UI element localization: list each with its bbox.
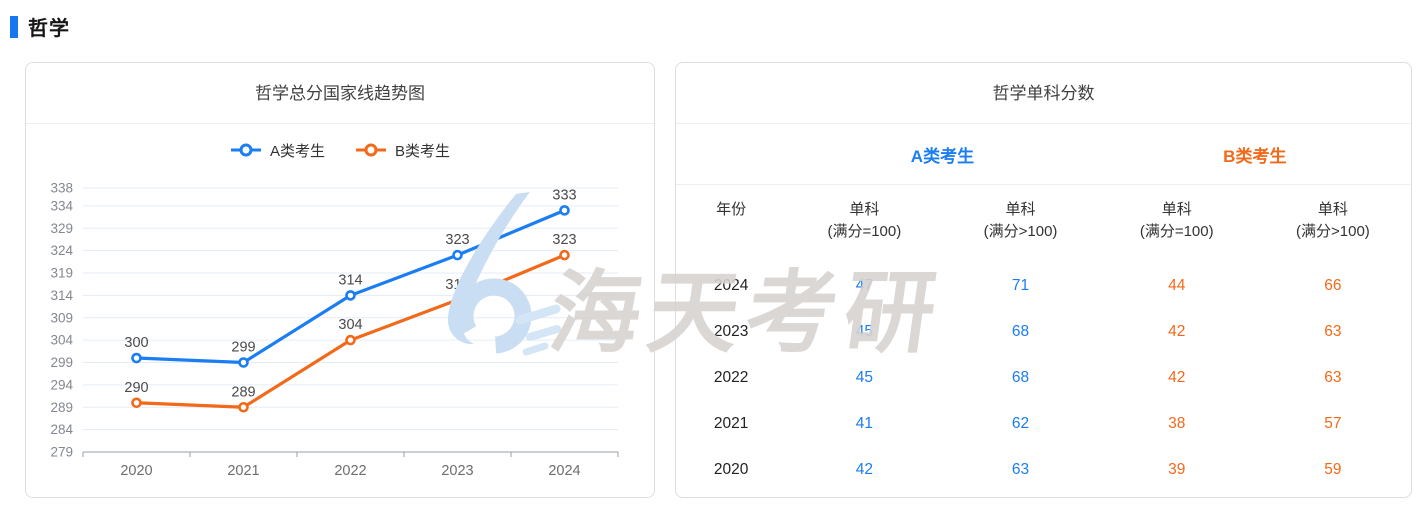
score-cell: 47 xyxy=(855,277,873,294)
score-cell: 63 xyxy=(1324,369,1342,386)
svg-text:333: 333 xyxy=(552,187,576,203)
score-cell: 42 xyxy=(1168,323,1186,340)
svg-text:289: 289 xyxy=(50,400,73,415)
chart-title: 哲学总分国家线趋势图 xyxy=(26,63,654,124)
column-sublabel: (满分>100) xyxy=(1296,223,1370,240)
table-body: 2024 47 71 44 66 2023 45 68 42 63 2022 45 68 42 63 2021… xyxy=(676,263,1411,493)
content-cards: 哲学总分国家线趋势图 A类考生 B类考生 338 334 329 324 319 314 30… xyxy=(25,62,1412,498)
svg-text:299: 299 xyxy=(231,340,255,356)
svg-text:2021: 2021 xyxy=(227,463,259,479)
svg-text:289: 289 xyxy=(231,384,255,400)
legend-label: A类考生 xyxy=(269,142,325,160)
svg-text:319: 319 xyxy=(50,266,73,281)
svg-text:313: 313 xyxy=(445,277,469,293)
svg-text:2024: 2024 xyxy=(548,463,580,479)
column-sublabel: (满分=100) xyxy=(827,223,902,240)
svg-text:304: 304 xyxy=(50,333,73,348)
legend-marker-icon xyxy=(356,143,386,157)
table-header-row: 年份 单科 (满分=100) 单科 (满分>100) 单科 (满分=100) 单科 (满分>10… xyxy=(676,185,1411,263)
section-accent-bar xyxy=(10,15,18,38)
group-a-label: A类考生 xyxy=(910,146,975,166)
score-cell: 63 xyxy=(1324,323,1342,340)
svg-text:299: 299 xyxy=(50,355,73,370)
year-cell: 2024 xyxy=(713,277,749,294)
subject-score-card: 哲学单科分数 A类考生 B类考生 年份 单科 (满分=100) 单科 (满分>100) 单… xyxy=(675,62,1412,498)
svg-text:329: 329 xyxy=(50,221,73,236)
svg-text:2023: 2023 xyxy=(441,463,473,479)
score-cell: 45 xyxy=(855,369,873,386)
candidate-group-header: A类考生 B类考生 xyxy=(676,124,1411,185)
score-cell: 41 xyxy=(855,415,873,432)
score-cell: 66 xyxy=(1324,277,1342,294)
year-cell: 2022 xyxy=(713,369,749,386)
score-cell: 68 xyxy=(1011,323,1030,340)
score-column-header: 单科 (满分=100) xyxy=(786,199,942,263)
svg-text:323: 323 xyxy=(552,232,576,248)
year-cell: 2020 xyxy=(713,461,749,478)
svg-text:314: 314 xyxy=(50,288,73,303)
svg-text:290: 290 xyxy=(124,380,148,396)
table-row: 2023 45 68 42 63 xyxy=(676,309,1411,355)
table-row: 2021 41 62 38 57 xyxy=(676,401,1411,447)
svg-text:314: 314 xyxy=(338,272,362,288)
score-cell: 57 xyxy=(1324,415,1342,432)
score-column-header: 单科 (满分>100) xyxy=(942,199,1098,263)
table-row: 2020 42 63 39 59 xyxy=(676,447,1411,493)
svg-text:279: 279 xyxy=(50,445,73,460)
group-b-label: B类考生 xyxy=(1223,146,1287,166)
svg-text:284: 284 xyxy=(50,422,73,437)
score-cell: 62 xyxy=(1011,415,1030,432)
table-title: 哲学单科分数 xyxy=(676,63,1411,124)
score-cell: 39 xyxy=(1168,461,1186,478)
score-cell: 42 xyxy=(855,461,873,478)
svg-text:323: 323 xyxy=(445,232,469,248)
trend-chart-card: 哲学总分国家线趋势图 A类考生 B类考生 338 334 329 324 319 314 30… xyxy=(25,62,655,498)
svg-text:300: 300 xyxy=(124,335,148,351)
column-sublabel: (满分=100) xyxy=(1139,223,1214,240)
column-label: 单科 xyxy=(1161,201,1192,218)
score-column-header: 单科 (满分=100) xyxy=(1099,199,1255,263)
section-header: 哲学 xyxy=(0,0,1425,40)
score-cell: 71 xyxy=(1011,277,1030,294)
legend-item-b[interactable]: B类考生 xyxy=(355,140,450,161)
score-cell: 68 xyxy=(1011,369,1030,386)
column-sublabel: (满分>100) xyxy=(983,223,1058,240)
column-label: 单科 xyxy=(1005,201,1036,218)
legend-label: B类考生 xyxy=(395,142,451,160)
score-column-header: 单科 (满分>100) xyxy=(1255,199,1411,263)
legend-marker-icon xyxy=(230,143,261,157)
year-cell: 2021 xyxy=(713,415,749,432)
column-label: 年份 xyxy=(716,201,747,218)
section-title: 哲学 xyxy=(28,18,70,40)
score-cell: 44 xyxy=(1168,277,1186,294)
score-cell: 38 xyxy=(1168,415,1186,432)
column-label: 单科 xyxy=(849,201,880,218)
year-cell: 2023 xyxy=(713,323,749,340)
score-cell: 59 xyxy=(1324,461,1342,478)
svg-text:2020: 2020 xyxy=(120,463,152,479)
svg-text:294: 294 xyxy=(50,377,73,392)
chart-legend: A类考生 B类考生 xyxy=(26,124,654,176)
svg-text:338: 338 xyxy=(50,181,73,196)
trend-chart: 338 334 329 324 319 314 309 304 299 294 289 284 279 2… xyxy=(50,181,619,479)
svg-text:2022: 2022 xyxy=(334,463,366,479)
legend-item-a[interactable]: A类考生 xyxy=(230,140,325,161)
svg-text:304: 304 xyxy=(338,317,362,333)
svg-text:324: 324 xyxy=(50,243,73,258)
svg-text:334: 334 xyxy=(50,198,73,213)
score-cell: 42 xyxy=(1168,369,1186,386)
table-row: 2024 47 71 44 66 xyxy=(676,263,1411,309)
score-cell: 45 xyxy=(855,323,873,340)
year-column-header: 年份 xyxy=(676,199,786,263)
svg-text:309: 309 xyxy=(50,310,73,325)
score-cell: 63 xyxy=(1011,461,1030,478)
column-label: 单科 xyxy=(1317,201,1348,218)
table-row: 2022 45 68 42 63 xyxy=(676,355,1411,401)
